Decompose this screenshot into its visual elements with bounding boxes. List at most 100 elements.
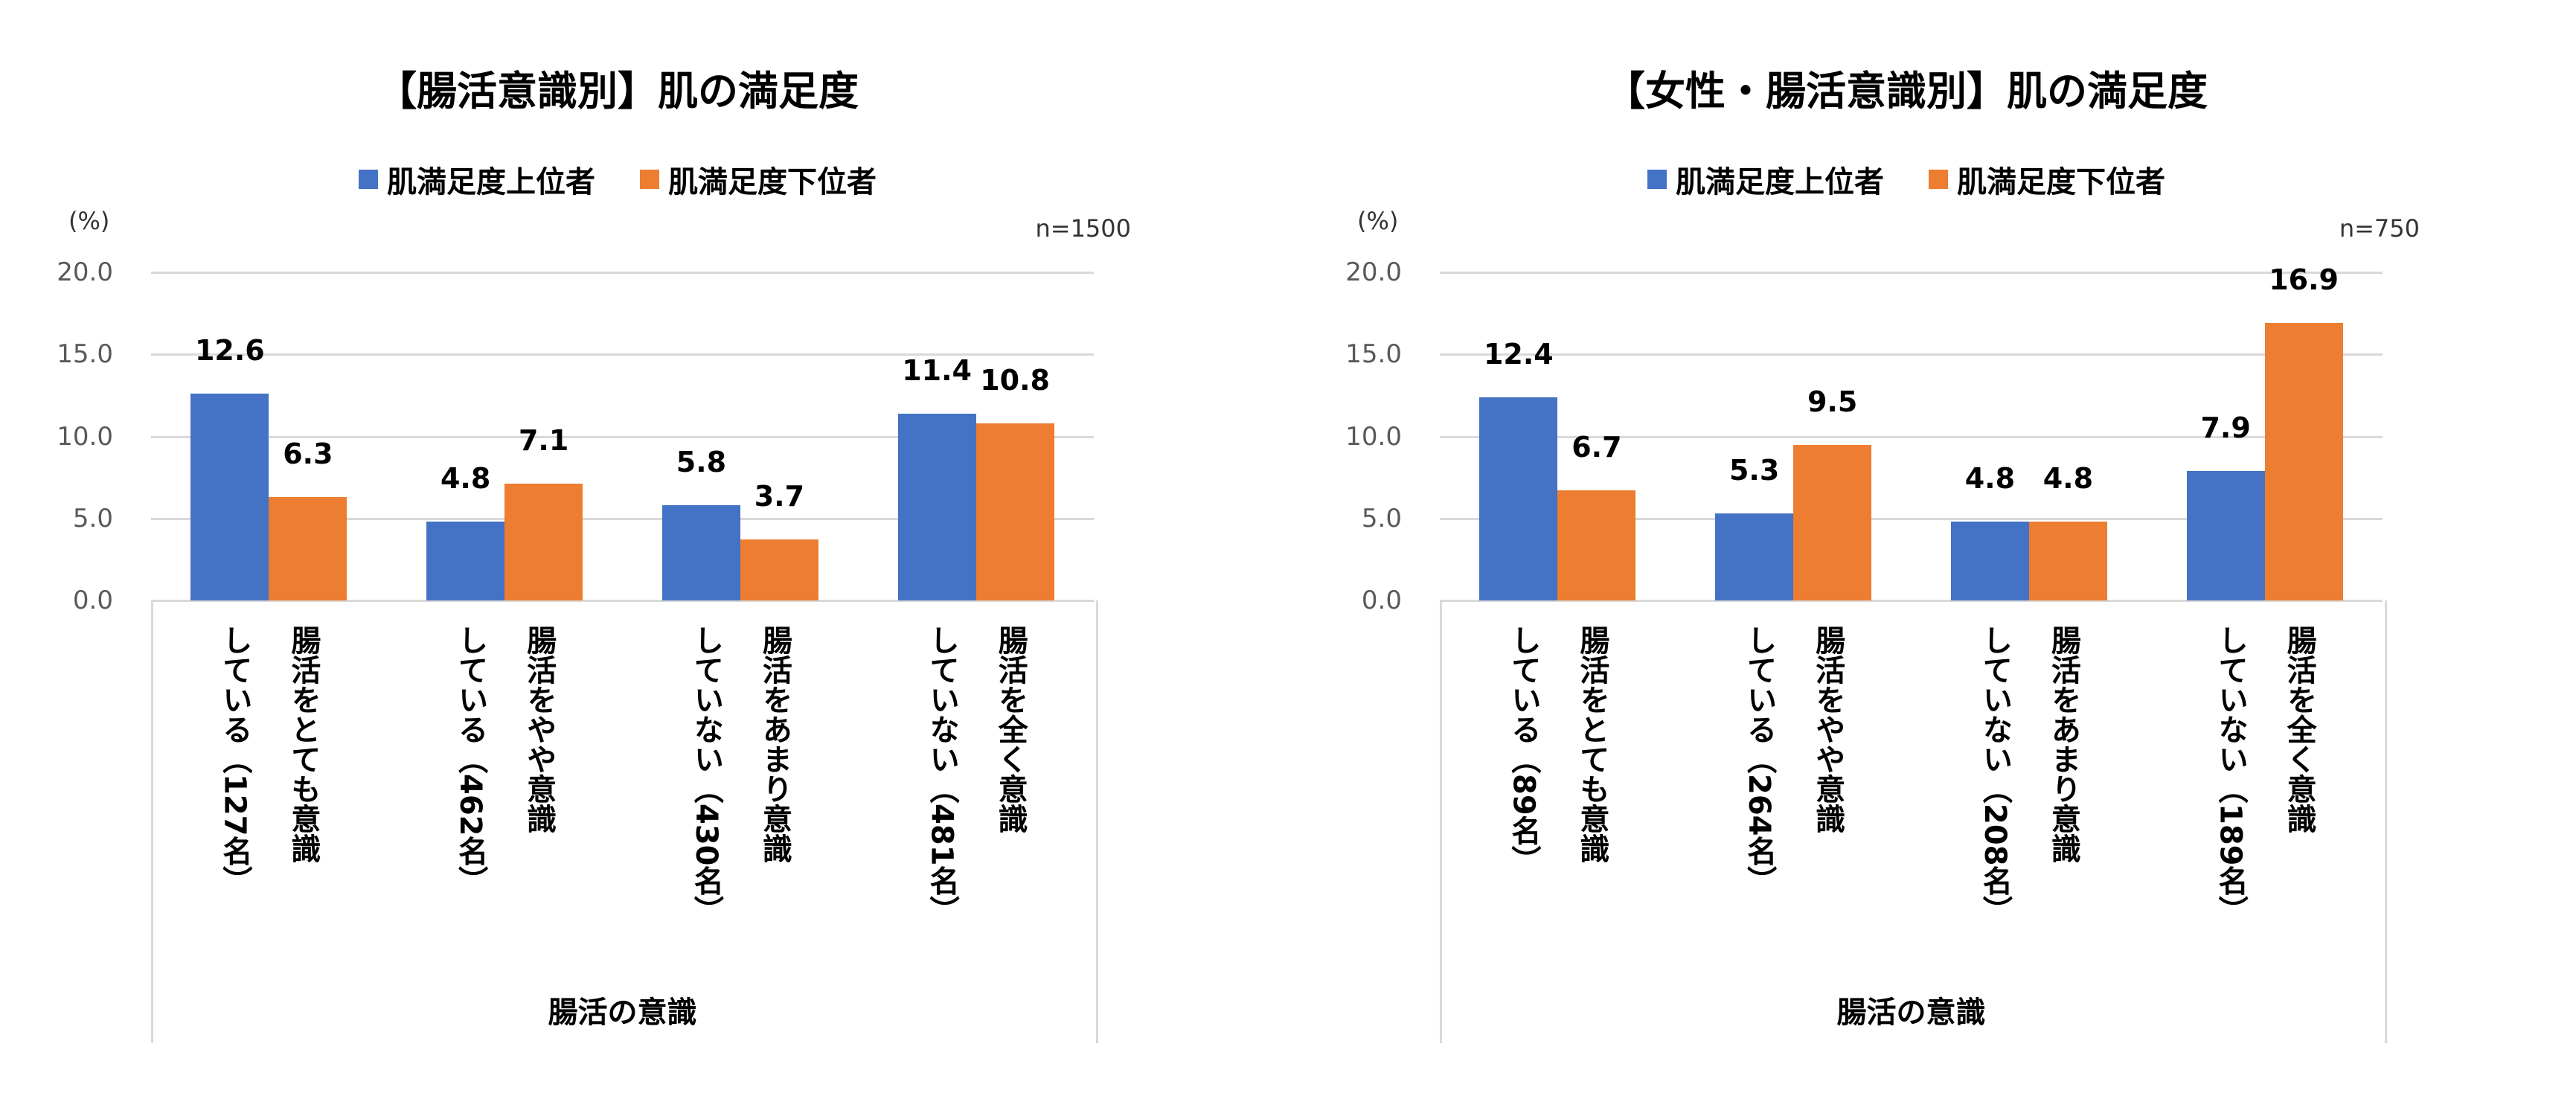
chart-title: 【女性・腸活意識別】肌の満足度 [1605,68,2208,115]
bar-upper [897,413,976,600]
category-line2: している（127名） [217,625,252,896]
legend-swatch [1647,170,1667,189]
bar-upper [1715,513,1794,600]
category-line1: 腸活をあまり意識 [2045,625,2080,863]
bar-lower [740,539,818,600]
bar-lower [2028,522,2107,600]
bar-upper [2186,470,2265,600]
data-label: 12.4 [1483,337,1554,371]
category-line2: している（462名） [453,625,488,896]
category-line1: 腸活を全く意識 [2281,625,2316,833]
category-line2: している（89名） [1506,625,1541,875]
category-line2: していない（208名） [1977,625,2012,926]
data-label: 5.3 [1728,454,1780,487]
y-unit-label: (%) [68,207,110,235]
sample-size-note: n=750 [2339,214,2420,243]
bar-upper [1950,522,2029,600]
category-area-frame [151,600,1098,1043]
data-label: 9.5 [1807,385,1858,418]
category-line2: していない（430名） [688,625,723,926]
gridline [1440,435,2383,438]
data-label: 6.3 [283,438,333,471]
legend-swatch [640,170,659,189]
data-label: 4.8 [1964,462,2016,496]
bar-lower [1793,444,1872,600]
category-label: 腸活をあまり意識 していない（208名） [1961,625,2098,926]
y-tick-label: 5.0 [1361,503,1402,533]
gridline [1440,517,2383,520]
legend-label: 肌満足度下位者 [668,165,877,199]
bar-lower [975,423,1054,600]
category-line2: していない（189名） [2213,625,2248,926]
y-tick-label: 20.0 [57,257,113,287]
legend-swatch [359,170,378,189]
bar-upper [190,394,269,600]
chart-right: 【女性・腸活意識別】肌の満足度肌満足度上位者 肌満足度下位者 (%) n=750 0.0… [1289,0,2554,1096]
y-tick-label: 5.0 [72,503,113,533]
category-label: 腸活をやや意識 している（264名） [1725,625,1862,896]
bar-upper [426,522,505,600]
y-tick-label: 0.0 [72,586,113,615]
legend-label: 肌満足度上位者 [1676,165,1884,199]
legend-item: 肌満足度上位者 [359,158,595,201]
y-tick-label: 10.0 [57,421,113,452]
bar-lower [269,497,347,600]
category-area-frame [1440,600,2387,1043]
bar-upper [661,505,740,600]
gridline [1440,600,2383,602]
data-label: 16.9 [2269,263,2339,297]
gridline [151,353,1094,356]
x-axis-title: 腸活の意識 [548,996,697,1030]
bar-lower [2264,323,2343,600]
category-line2: していない（481名） [924,625,959,926]
data-label: 11.4 [902,353,972,387]
category-label: 腸活をとても意識 している（89名） [1489,625,1626,875]
bar-lower [1557,490,1636,600]
legend-swatch [1929,170,1948,189]
y-tick-label: 10.0 [1345,421,1402,452]
x-axis-title: 腸活の意識 [1836,996,1986,1030]
data-label: 7.9 [2200,411,2251,444]
y-tick-label: 0.0 [1361,586,1402,615]
data-label: 7.1 [518,424,569,458]
y-unit-label: (%) [1357,207,1399,235]
gridline [151,600,1094,602]
category-line1: 腸活を全く意識 [993,625,1028,833]
sample-size-note: n=1500 [1035,214,1131,243]
legend-item: 肌満足度下位者 [640,158,877,201]
category-label: 腸活をやや意識 している（462名） [436,625,573,896]
data-label: 4.8 [2042,462,2094,496]
gridline [1440,272,2383,274]
legend-item: 肌満足度下位者 [1929,158,2165,201]
data-label: 6.7 [1571,431,1622,464]
legend: 肌満足度上位者 肌満足度下位者 [1289,158,2524,201]
legend-label: 肌満足度下位者 [1957,165,2165,199]
data-label: 10.8 [980,363,1050,397]
data-label: 5.8 [676,446,727,479]
category-label: 腸活を全く意識 していない（189名） [2197,625,2333,926]
category-line1: 腸活をやや意識 [522,625,557,833]
data-label: 12.6 [194,334,265,368]
chart-left: 【腸活意識別】肌の満足度肌満足度上位者 肌満足度下位者 (%) n=1500 0.0 5.… [0,0,1265,1096]
data-label: 3.7 [754,480,805,513]
legend: 肌満足度上位者 肌満足度下位者 [0,158,1235,201]
category-label: 腸活をとても意識 している（127名） [200,625,337,896]
y-tick-label: 15.0 [1345,339,1402,370]
category-line1: 腸活をとても意識 [286,625,321,863]
chart-title: 【腸活意識別】肌の満足度 [377,68,859,115]
gridline [151,517,1094,520]
legend-label: 肌満足度上位者 [387,165,595,199]
data-label: 4.8 [440,462,491,496]
category-label: 腸活をあまり意識 していない（430名） [672,625,809,926]
bar-lower [504,484,583,600]
gridline [1440,353,2383,356]
category-line1: 腸活をとても意識 [1574,625,1609,863]
gridline [151,435,1094,438]
y-tick-label: 15.0 [57,339,113,370]
gridline [151,272,1094,274]
y-tick-label: 20.0 [1345,257,1402,287]
legend-item: 肌満足度上位者 [1647,158,1884,201]
category-line2: している（264名） [1742,625,1777,896]
category-label: 腸活を全く意識 していない（481名） [908,625,1045,926]
category-line1: 腸活をやや意識 [1810,625,1845,833]
